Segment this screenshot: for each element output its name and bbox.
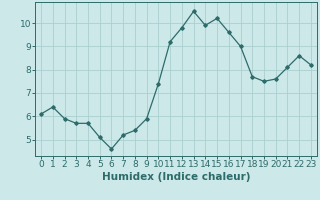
X-axis label: Humidex (Indice chaleur): Humidex (Indice chaleur) (102, 172, 250, 182)
